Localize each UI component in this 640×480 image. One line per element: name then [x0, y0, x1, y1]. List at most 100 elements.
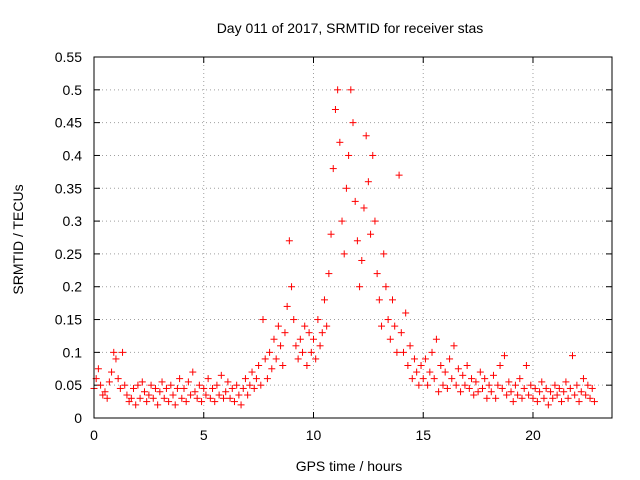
data-point	[549, 394, 557, 402]
data-point	[509, 398, 517, 406]
data-point	[296, 335, 304, 343]
data-point	[288, 283, 296, 291]
y-axis-label: SRMTID / TECUs	[10, 184, 26, 294]
y-tick-label: 0.15	[55, 312, 82, 328]
data-point	[294, 355, 302, 363]
data-point	[209, 384, 217, 392]
data-point	[421, 355, 429, 363]
data-point	[127, 394, 135, 402]
data-point	[373, 270, 381, 278]
data-point	[380, 250, 388, 258]
data-point	[121, 381, 129, 389]
data-point	[452, 381, 460, 389]
data-points	[90, 86, 598, 409]
data-point	[222, 388, 230, 396]
data-point	[588, 384, 596, 392]
x-tick-label: 20	[525, 427, 541, 443]
y-tick-label: 0.4	[63, 147, 83, 163]
y-tick-label: 0	[74, 410, 82, 426]
data-point	[457, 388, 465, 396]
data-point	[114, 375, 122, 383]
data-point	[439, 381, 447, 389]
data-point	[305, 329, 313, 337]
data-point	[459, 371, 467, 379]
data-point	[560, 388, 568, 396]
data-point	[171, 401, 179, 409]
data-point	[178, 394, 186, 402]
data-point	[367, 230, 375, 238]
data-point	[507, 388, 515, 396]
data-point	[538, 378, 546, 386]
data-point	[432, 335, 440, 343]
data-point	[408, 375, 416, 383]
data-point	[384, 316, 392, 324]
data-point	[151, 384, 159, 392]
data-point	[536, 388, 544, 396]
data-point	[307, 348, 315, 356]
data-point	[274, 322, 282, 330]
data-point	[413, 368, 421, 376]
data-point	[382, 283, 390, 291]
data-point	[167, 381, 175, 389]
data-point	[347, 86, 355, 94]
data-point	[555, 384, 563, 392]
x-axis-label: GPS time / hours	[296, 458, 403, 474]
data-point	[191, 388, 199, 396]
data-point	[230, 398, 238, 406]
data-point	[571, 391, 579, 399]
data-point	[553, 391, 561, 399]
data-point	[505, 378, 513, 386]
data-point	[356, 283, 364, 291]
y-tick-label: 0.2	[63, 279, 83, 295]
data-point	[103, 394, 111, 402]
data-point	[180, 384, 188, 392]
data-point	[255, 361, 263, 369]
data-point	[136, 394, 144, 402]
data-point	[173, 384, 181, 392]
plot-frame	[93, 56, 613, 419]
data-point	[342, 184, 350, 192]
data-point	[318, 329, 326, 337]
data-point	[483, 394, 491, 402]
data-point	[492, 394, 500, 402]
data-point	[108, 368, 116, 376]
data-point	[564, 394, 572, 402]
data-point	[193, 394, 201, 402]
data-point	[448, 375, 456, 383]
y-tick-label: 0.5	[63, 82, 83, 98]
data-point	[353, 237, 361, 245]
data-point	[309, 335, 317, 343]
data-point	[520, 384, 528, 392]
data-point	[266, 348, 274, 356]
data-point	[233, 381, 241, 389]
data-point	[138, 378, 146, 386]
data-point	[316, 342, 324, 350]
data-point	[145, 391, 153, 399]
data-point	[446, 355, 454, 363]
data-point	[386, 335, 394, 343]
data-point	[441, 368, 449, 376]
data-point	[169, 391, 177, 399]
data-point	[160, 394, 168, 402]
data-point	[489, 371, 497, 379]
axes: 0 0.05 0.1 0.15 0.2 0.25 0.3 0.35 0.4 0.45 0.5 0.55…	[55, 49, 612, 443]
data-point	[345, 151, 353, 159]
data-point	[187, 391, 195, 399]
data-point	[261, 355, 269, 363]
y-tick-label: 0.45	[55, 115, 82, 131]
data-point	[582, 391, 590, 399]
data-point	[239, 384, 247, 392]
data-point	[428, 348, 436, 356]
data-point	[325, 270, 333, 278]
data-point	[485, 381, 493, 389]
data-point	[468, 375, 476, 383]
data-point	[312, 355, 320, 363]
data-point	[154, 401, 162, 409]
data-point	[162, 384, 170, 392]
data-point	[123, 391, 131, 399]
data-point	[516, 375, 524, 383]
data-point	[551, 381, 559, 389]
data-point	[259, 316, 267, 324]
data-point	[397, 329, 405, 337]
data-point	[404, 361, 412, 369]
